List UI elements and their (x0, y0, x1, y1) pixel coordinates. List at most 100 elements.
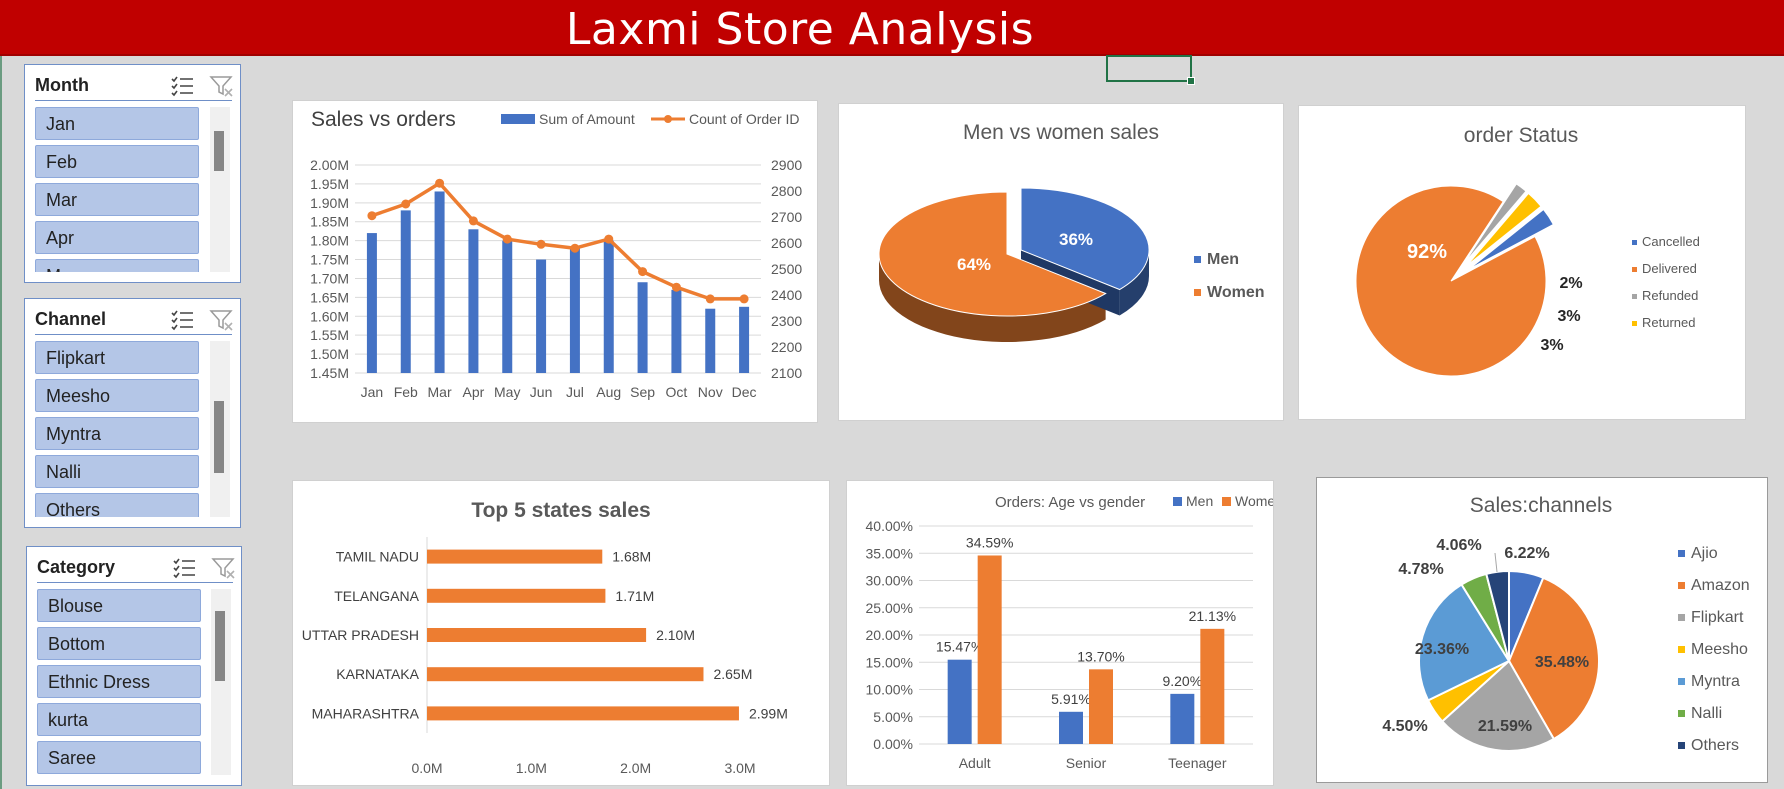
men-vs-women-card[interactable]: Men vs women sales 36% 64% Men Women (838, 103, 1284, 421)
order-status-card[interactable]: order Status 92% 2% 3% 3% Cancelled Delivered R… (1298, 105, 1746, 420)
slicer-item-apr[interactable]: Apr (35, 221, 199, 254)
clear-filter-icon[interactable] (209, 307, 235, 333)
top-5-states-card[interactable]: Top 5 states sales TAMIL NADU 1.68M TELANGA… (292, 480, 830, 786)
clear-filter-icon[interactable] (209, 73, 235, 99)
slicer-item-may[interactable]: May (35, 259, 199, 272)
data-label-others: 4.06% (1436, 537, 1481, 554)
data-label-delivered: 92% (1407, 241, 1447, 263)
slicer-header: Channel (35, 305, 235, 335)
y-left-tick-label: 1.65M (310, 289, 349, 305)
y-right-tick-label: 2200 (771, 339, 802, 355)
slicer-item-list: Flipkart Meesho Myntra Nalli Others (35, 341, 199, 517)
data-label: 5.91% (1051, 691, 1091, 707)
data-label-refunded: 2% (1559, 275, 1582, 292)
bar-state (427, 628, 647, 642)
y-right-tick-label: 2900 (771, 157, 802, 173)
slicer-item-list: Blouse Bottom Ethnic Dress kurta Saree (37, 589, 201, 775)
y-left-tick-label: 1.55M (310, 327, 349, 343)
legend-swatch-ajio (1678, 550, 1685, 557)
slicer-scrollbar[interactable] (210, 107, 230, 272)
top-5-states-chart: Top 5 states sales TAMIL NADU 1.68M TELANGA… (302, 499, 788, 776)
legend-label-others: Others (1691, 737, 1739, 754)
slicer-title: Month (35, 75, 89, 95)
chart-title: Sales:channels (1470, 494, 1612, 517)
slicer-scrollbar[interactable] (211, 589, 231, 775)
slicer-item-nalli[interactable]: Nalli (35, 455, 199, 488)
slicer-item-myntra[interactable]: Myntra (35, 417, 199, 450)
legend-swatch-women (1194, 289, 1201, 296)
y-left-tick-label: 1.45M (310, 365, 349, 381)
bar-state (427, 667, 704, 682)
x-tick-label: May (494, 384, 520, 400)
slicer-item-mar[interactable]: Mar (35, 183, 199, 216)
slicer-scrollbar[interactable] (210, 341, 230, 517)
y-left-tick-label: 1.85M (310, 214, 349, 230)
leader-line-others (1494, 552, 1498, 573)
line-point-orders (536, 239, 546, 249)
data-label-meesho: 4.50% (1382, 718, 1427, 735)
age-vs-gender-card[interactable]: Orders: Age vs gender Men Women 0.00% 5.00% 1… (846, 480, 1283, 786)
slicer-header: Category (37, 553, 235, 583)
slicer-item-ethnic-dress[interactable]: Ethnic Dress (37, 665, 201, 698)
line-point-orders (570, 243, 580, 253)
data-label: 2.99M (749, 705, 788, 721)
y-right-tick-label: 2300 (771, 313, 802, 329)
y-left-tick-label: 1.80M (310, 233, 349, 249)
line-point-orders (435, 178, 445, 188)
sales-vs-orders-card[interactable]: Sales vs orders Sum of Amount Count of Ord… (292, 100, 818, 423)
pie-slice-refunded (1463, 183, 1527, 264)
x-tick-label: Adult (959, 755, 991, 771)
slicer-item-meesho[interactable]: Meesho (35, 379, 199, 412)
slicer-item-feb[interactable]: Feb (35, 145, 199, 178)
x-tick-label: 0.0M (411, 760, 442, 776)
data-label: 13.70% (1077, 648, 1124, 664)
multi-select-icon[interactable] (169, 73, 195, 99)
legend-label-returned: Returned (1642, 315, 1695, 330)
y-tick-label: 0.00% (873, 736, 913, 752)
page-title: Laxmi Store Analysis (565, 4, 1035, 55)
legend-swatch-delivered (1632, 267, 1637, 272)
slicer-item-blouse[interactable]: Blouse (37, 589, 201, 622)
scroll-thumb[interactable] (214, 401, 224, 473)
slicer-item-list: Jan Feb Mar Apr May (35, 107, 199, 272)
y-tick-label: KARNATAKA (336, 666, 419, 682)
sheet-edge (0, 56, 2, 789)
y-tick-label: UTTAR PRADESH (302, 627, 419, 643)
bar-amount (603, 240, 614, 373)
month-slicer: Month Jan Feb Mar Apr May (24, 64, 241, 283)
line-point-orders (502, 234, 512, 244)
legend-label-refunded: Refunded (1642, 288, 1698, 303)
legend-swatch-others (1678, 742, 1685, 749)
channel-slicer: Channel Flipkart Meesho Myntra Nalli Oth… (24, 298, 241, 528)
slicer-item-bottom[interactable]: Bottom (37, 627, 201, 660)
multi-select-icon[interactable] (169, 307, 195, 333)
legend-swatch-women (1222, 497, 1231, 506)
data-label-amazon: 35.48% (1535, 654, 1589, 671)
title-banner: Laxmi Store Analysis (0, 0, 1784, 56)
slicer-item-jan[interactable]: Jan (35, 107, 199, 140)
chart-title: order Status (1464, 124, 1578, 147)
sales-channels-card[interactable]: Sales:channels 6.22% 35.48% 21.59% 4.50% 23.3… (1316, 477, 1768, 783)
y-left-tick-label: 1.60M (310, 308, 349, 324)
clear-filter-icon[interactable] (211, 555, 237, 581)
data-label-women: 64% (957, 255, 991, 274)
multi-select-icon[interactable] (171, 555, 197, 581)
x-tick-label: Mar (428, 384, 452, 400)
y-tick-label: 30.00% (866, 573, 913, 589)
slicer-item-kurta[interactable]: kurta (37, 703, 201, 736)
data-label: 2.65M (713, 666, 752, 682)
selected-cell[interactable] (1106, 55, 1195, 85)
scroll-thumb[interactable] (214, 131, 224, 171)
slicer-item-others[interactable]: Others (35, 493, 199, 517)
legend-label-women: Women (1207, 284, 1264, 301)
data-label: 9.20% (1162, 673, 1202, 689)
bar-amount (400, 210, 411, 373)
legend-label-orders: Count of Order ID (689, 111, 800, 127)
bar-state (427, 706, 739, 721)
y-tick-label: 10.00% (866, 682, 913, 698)
y-tick-label: 15.00% (866, 654, 913, 670)
slicer-item-flipkart[interactable]: Flipkart (35, 341, 199, 374)
scroll-thumb[interactable] (215, 611, 225, 681)
slicer-item-saree[interactable]: Saree (37, 741, 201, 774)
x-tick-label: Sep (630, 384, 655, 400)
